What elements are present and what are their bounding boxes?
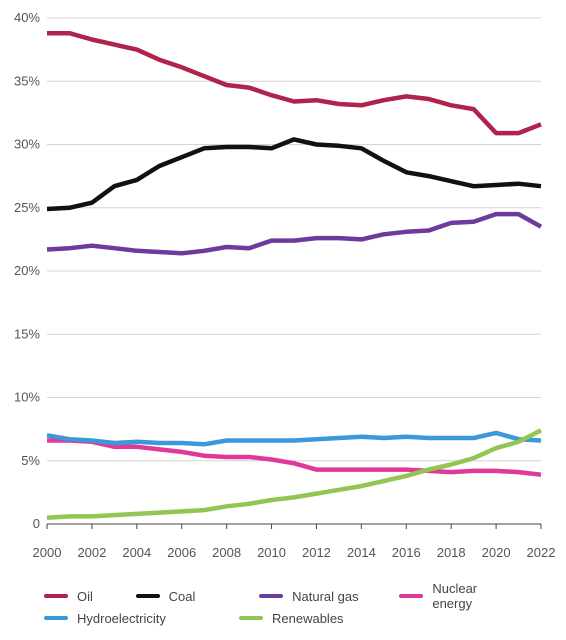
x-tick-label: 2016 xyxy=(392,545,421,560)
x-tick-label: 2022 xyxy=(527,545,556,560)
x-axis: 2000 2002 2004 2006 2008 2010 2012 2014 2016 2018… xyxy=(33,524,556,560)
series-line-nuclear-energy xyxy=(47,438,542,477)
x-tick-label: 2014 xyxy=(347,545,376,560)
x-tick-label: 2012 xyxy=(302,545,331,560)
y-tick-label: 0 xyxy=(33,516,40,531)
y-tick-label: 10% xyxy=(14,390,40,405)
legend-row-1: Oil Coal Natural gas Nuclear energy xyxy=(44,581,544,611)
series-line-renewables xyxy=(46,428,543,520)
y-tick-label: 40% xyxy=(14,10,40,25)
legend-swatch-nuclear-energy xyxy=(399,594,424,598)
y-axis: 0 5% 10% 15% 20% 25% 30% 35% 40% xyxy=(14,10,40,531)
legend-swatch-coal xyxy=(135,594,160,598)
legend-label-hydroelectricity: Hydroelectricity xyxy=(77,610,166,626)
x-tick-label: 2006 xyxy=(167,545,196,560)
legend-label-natural-gas: Natural gas xyxy=(292,588,359,604)
x-tick-label: 2004 xyxy=(122,545,151,560)
x-tick-label: 2002 xyxy=(77,545,106,560)
series-line-oil xyxy=(47,30,542,136)
y-tick-label: 5% xyxy=(21,453,40,468)
legend-swatch-hydroelectricity xyxy=(44,616,68,620)
legend-item-coal: Coal xyxy=(135,588,235,604)
legend-item-nuclear-energy: Nuclear energy xyxy=(399,581,520,611)
legend-swatch-natural-gas xyxy=(259,594,284,598)
series-line-coal xyxy=(46,137,542,212)
series-line-hydroelectricity xyxy=(46,430,542,447)
legend-item-renewables: Renewables xyxy=(239,611,344,626)
y-tick-label: 15% xyxy=(14,326,40,341)
legend-label-oil: Oil xyxy=(77,588,93,604)
gridlines xyxy=(47,17,541,525)
legend-swatch-renewables xyxy=(239,616,263,620)
y-tick-label: 30% xyxy=(14,137,40,152)
x-tick-label: 2000 xyxy=(33,545,62,560)
x-tick-label: 2020 xyxy=(482,545,511,560)
legend-row-2: Hydroelectricity Renewables xyxy=(44,607,544,629)
legend-item-oil: Oil xyxy=(44,589,112,604)
series-lines xyxy=(46,30,543,520)
line-chart: 05%10%15%20%25%30%35%40% 2000 2002 2004 200… xyxy=(14,10,556,560)
legend-item-natural-gas: Natural gas xyxy=(259,589,375,604)
series-line-natural-gas xyxy=(46,211,543,256)
legend-label-nuclear-energy: Nuclear energy xyxy=(432,581,478,611)
y-tick-label: 35% xyxy=(14,73,40,88)
x-tick-label: 2010 xyxy=(257,545,286,560)
legend-swatch-oil xyxy=(44,594,68,598)
legend-label-coal: Coal xyxy=(168,588,196,604)
x-tick-label: 2008 xyxy=(212,545,241,560)
legend-label-renewables: Renewables xyxy=(272,610,344,626)
x-tick-label: 2018 xyxy=(437,545,466,560)
y-tick-label: 20% xyxy=(14,263,40,278)
y-tick-label: 25% xyxy=(14,200,40,215)
legend-item-hydroelectricity: Hydroelectricity xyxy=(44,611,215,626)
legend: Oil Coal Natural gas Nuclear energy Hydr… xyxy=(44,581,544,629)
